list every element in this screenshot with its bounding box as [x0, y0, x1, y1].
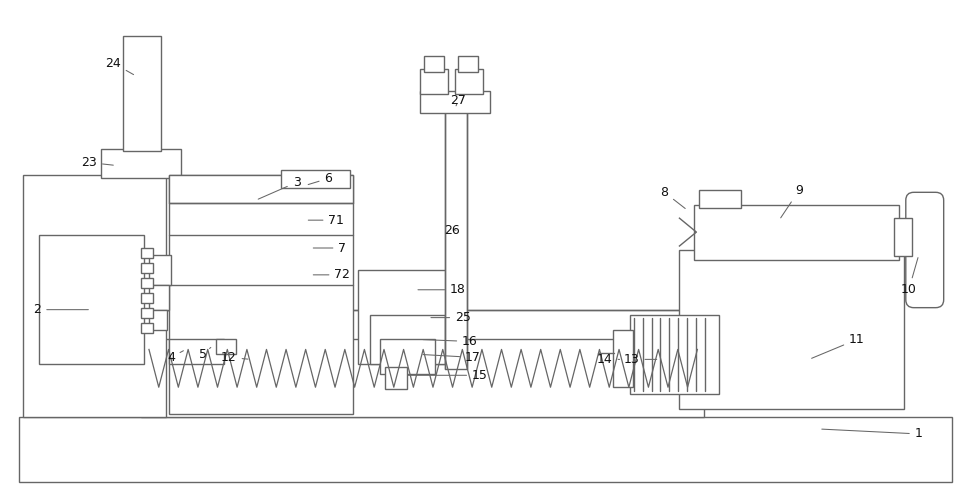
Bar	[458, 56, 478, 72]
Bar	[141, 248, 153, 258]
Bar	[149, 255, 171, 285]
Text: 10: 10	[901, 257, 918, 296]
Bar	[169, 339, 224, 364]
Bar	[455, 69, 483, 94]
Bar	[421, 91, 490, 113]
Bar	[695, 205, 899, 260]
Bar	[40, 235, 144, 364]
Text: 17: 17	[422, 351, 481, 364]
Text: 5: 5	[199, 347, 211, 361]
Text: 71: 71	[308, 214, 344, 227]
Bar	[424, 56, 444, 72]
Bar	[141, 278, 153, 288]
Bar	[630, 315, 719, 394]
Bar	[893, 218, 912, 256]
Bar	[700, 190, 741, 208]
Bar	[169, 175, 354, 414]
Bar	[370, 315, 445, 364]
Text: 1: 1	[822, 427, 922, 440]
Text: 23: 23	[81, 156, 113, 169]
Bar	[386, 367, 407, 389]
Text: 27: 27	[451, 94, 466, 107]
Bar	[380, 339, 435, 374]
Bar	[123, 36, 161, 151]
Text: 24: 24	[106, 57, 134, 75]
Bar	[23, 175, 166, 417]
Bar	[141, 293, 153, 303]
Text: 12: 12	[221, 351, 248, 364]
Bar	[359, 270, 453, 364]
Bar	[421, 69, 448, 94]
Text: 4: 4	[167, 351, 183, 364]
Text: 8: 8	[661, 186, 685, 209]
Text: 25: 25	[431, 311, 471, 324]
Text: 6: 6	[308, 172, 332, 185]
Bar	[149, 285, 169, 310]
Text: 9: 9	[781, 184, 803, 218]
Text: 18: 18	[418, 283, 466, 296]
Text: 72: 72	[313, 268, 351, 281]
Bar	[141, 310, 704, 417]
Bar	[141, 308, 153, 318]
FancyBboxPatch shape	[906, 192, 944, 308]
Bar	[445, 111, 467, 369]
Text: 16: 16	[422, 335, 478, 348]
Bar	[101, 149, 181, 178]
Bar	[19, 417, 952, 482]
Bar	[216, 339, 235, 354]
Bar	[612, 330, 633, 387]
Bar	[679, 250, 904, 409]
Text: 26: 26	[444, 224, 460, 237]
Text: 7: 7	[313, 242, 346, 254]
Bar	[141, 323, 153, 332]
Text: 2: 2	[33, 303, 88, 316]
Bar	[149, 310, 167, 330]
Text: 3: 3	[258, 176, 300, 199]
Text: 14: 14	[597, 353, 619, 366]
Text: 13: 13	[624, 353, 657, 366]
Bar	[169, 175, 354, 203]
Text: 11: 11	[812, 333, 864, 358]
Bar	[141, 263, 153, 273]
Text: 15: 15	[408, 369, 488, 382]
Bar	[281, 170, 351, 188]
